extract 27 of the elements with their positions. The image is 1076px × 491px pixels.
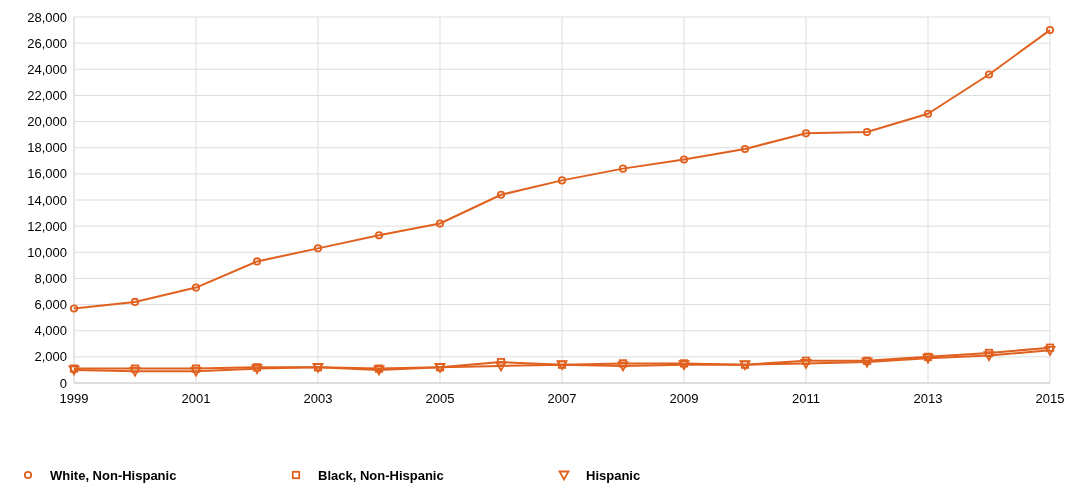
legend-label: Hispanic — [586, 467, 641, 483]
y-tick-label: 18,000 — [27, 140, 67, 156]
legend-label: Black, Non-Hispanic — [318, 467, 444, 483]
x-tick-label: 2001 — [181, 391, 211, 406]
x-tick-label: 1999 — [59, 391, 89, 406]
y-tick-label: 6,000 — [34, 297, 67, 313]
x-tick-label: 2009 — [669, 391, 699, 406]
y-tick-label: 16,000 — [27, 166, 67, 182]
legend-label: White, Non-Hispanic — [50, 467, 177, 483]
x-tick-label: 2015 — [1035, 391, 1065, 406]
y-tick-label: 14,000 — [27, 192, 67, 208]
y-tick-label: 22,000 — [27, 87, 67, 103]
y-tick-label: 4,000 — [34, 323, 67, 339]
y-tick-label: 20,000 — [27, 114, 67, 130]
y-tick-label: 12,000 — [27, 218, 67, 234]
x-tick-label: 2007 — [547, 391, 577, 406]
y-tick-label: 0 — [59, 375, 67, 391]
y-tick-label: 2,000 — [34, 349, 67, 365]
y-tick-label: 26,000 — [27, 35, 67, 51]
x-tick-label: 2003 — [303, 391, 333, 406]
y-tick-label: 8,000 — [34, 270, 67, 286]
y-tick-label: 28,000 — [27, 9, 67, 25]
x-tick-label: 2005 — [425, 391, 455, 406]
x-tick-label: 2011 — [792, 391, 820, 406]
y-tick-label: 10,000 — [27, 244, 67, 260]
x-tick-label: 2013 — [913, 391, 943, 406]
y-tick-label: 24,000 — [27, 61, 67, 77]
